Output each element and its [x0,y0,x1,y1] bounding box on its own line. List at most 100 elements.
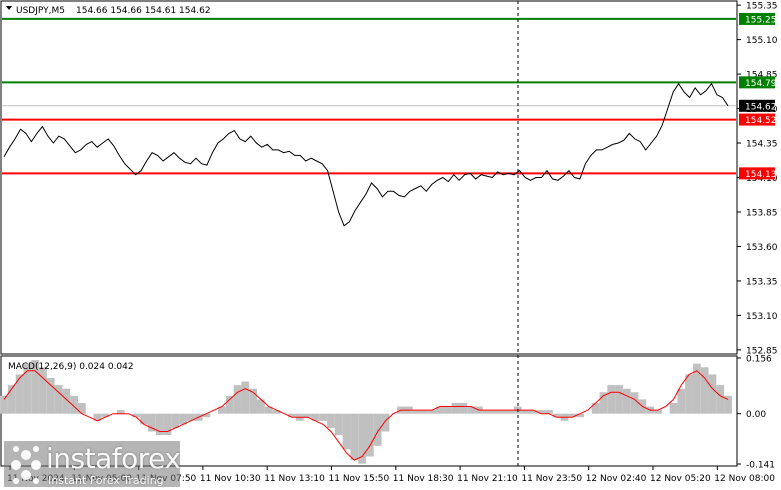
macd-bar [93,413,102,421]
time-tick-label: 11 Nov 18:30 [393,474,454,484]
macd-bar [537,410,546,414]
macd-signal-line [3,370,729,461]
time-tick-label: 12 Nov 08:00 [714,474,775,484]
level-tag [739,167,775,180]
macd-bar [272,410,281,414]
macd-bar [358,413,366,464]
macd-bar [622,388,631,414]
macd-bar [630,392,639,414]
macd-bar [62,388,71,414]
macd-tick-label: -0.141 [746,461,775,471]
macd-bar [303,413,312,418]
macd-bar [101,413,110,418]
macd-axis: 0.156 0.00 -0.141 [737,355,775,471]
macd-bar [443,406,452,414]
current-price-label: 154.62 [745,102,777,112]
macd-bar [366,413,374,457]
macd-bar [607,385,616,414]
current-price-tag [739,99,775,112]
price-series [3,82,729,227]
macd-bar [7,385,16,414]
macd-bar [179,413,187,425]
macd-bar [459,402,468,414]
macd-bar [428,410,437,414]
macd-bar [264,406,273,414]
signal-line [3,370,729,461]
macd-bar [171,413,180,428]
macd-bar [116,410,125,414]
symbol-label: USDJPY,M5 [16,6,65,16]
macd-bar [654,410,662,414]
macd-bar [700,367,709,414]
price-tick-label: 153.85 [746,208,778,218]
macd-bar [552,413,561,418]
macd-bar [373,413,382,446]
macd-bar [685,374,693,414]
time-tick-label: 11 Nov 15:50 [329,474,390,484]
instaforex-logo [4,441,180,487]
main-panel: 155.35155.10154.85154.60154.35154.10153.… [0,0,778,356]
macd-tick-label: 0.00 [746,410,766,420]
main-plot-area [0,0,738,355]
price-tick-label: 153.60 [746,243,778,253]
level-lines [2,17,736,175]
macd-bar [148,413,156,432]
macd-bar [342,413,351,450]
macd-bar [545,410,553,414]
macd-bar [15,374,24,414]
level-tag-label: 154.52 [745,116,777,126]
macd-bar [132,413,141,418]
macd-bar [490,410,499,414]
price-axis: 155.35155.10154.85154.60154.35154.10153.… [737,2,778,356]
macd-bar [482,410,491,414]
macd-bar [599,392,608,414]
macd-bar [669,402,678,414]
macd-histogram [0,360,732,464]
macd-bar [241,381,250,414]
macd-bar [615,385,623,414]
macd-tick-label: 0.156 [746,355,772,365]
logo-tagline: Instant Forex Trading [48,474,164,487]
macd-bar [708,374,717,414]
macd-bar [77,402,86,414]
macd-bar [46,377,55,414]
price-tick-label: 154.35 [746,140,778,150]
macd-bar [288,413,296,418]
level-tag-label: 154.13 [745,170,777,180]
macd-bar [225,395,234,414]
macd-bar [381,413,390,432]
macd-bar [568,413,577,418]
level-tag-label: 154.79 [745,79,777,89]
macd-title: MACD(12,26,9) 0.024 0.042 [8,362,134,372]
price-line [3,82,729,227]
price-tick-label: 154.85 [746,71,778,81]
macd-bar [420,410,429,414]
price-tick-label: 155.35 [746,2,778,12]
macd-bar [412,410,421,414]
time-tick-label: 12 Nov 02:40 [586,474,647,484]
macd-bar [186,413,195,421]
macd-bar [692,363,701,414]
macd-bar [155,413,164,436]
macd-bar [327,413,335,428]
macd-bar [202,413,211,418]
macd-bar [319,413,328,421]
macd-bar [498,410,507,414]
macd-bar [521,410,530,414]
price-tick-label: 153.10 [746,312,778,322]
level-tag [739,76,775,89]
macd-bar [218,406,226,414]
macd-bar [350,413,359,461]
macd-bar [529,410,538,414]
level-tag-label: 155.25 [745,15,777,25]
dropdown-icon[interactable] [6,6,12,10]
macd-bar [54,385,63,414]
macd-bar [39,367,47,414]
macd-bar [334,413,343,436]
macd-bar [716,385,725,414]
ohlc-label: 154.66 154.66 154.61 154.62 [76,6,211,16]
macd-bar [70,395,78,414]
macd-bar [31,360,40,414]
macd-bar [506,410,514,414]
